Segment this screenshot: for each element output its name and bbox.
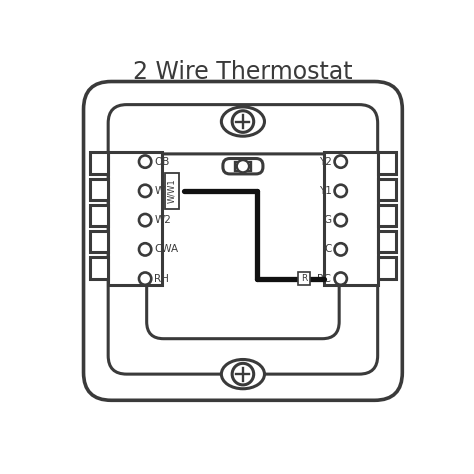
Bar	[90, 231, 108, 253]
Bar	[324, 152, 378, 285]
Bar	[378, 231, 396, 253]
Circle shape	[139, 155, 151, 168]
Circle shape	[335, 273, 347, 285]
Circle shape	[335, 185, 347, 197]
Circle shape	[237, 160, 249, 173]
Text: G: G	[323, 215, 331, 225]
Circle shape	[139, 214, 151, 226]
Text: 2 Wire Thermostat: 2 Wire Thermostat	[133, 60, 353, 83]
Text: RH: RH	[155, 273, 169, 283]
Bar	[378, 179, 396, 200]
Text: CWA: CWA	[155, 245, 179, 255]
FancyBboxPatch shape	[223, 158, 263, 174]
Ellipse shape	[221, 359, 264, 389]
FancyBboxPatch shape	[146, 154, 339, 339]
Circle shape	[335, 214, 347, 226]
Circle shape	[139, 273, 151, 285]
Bar	[90, 257, 108, 279]
Circle shape	[139, 185, 151, 197]
Circle shape	[335, 243, 347, 255]
Bar	[378, 257, 396, 279]
Circle shape	[139, 243, 151, 255]
FancyBboxPatch shape	[108, 105, 378, 374]
Text: C: C	[324, 245, 331, 255]
Circle shape	[335, 155, 347, 168]
Text: W2: W2	[155, 215, 171, 225]
Circle shape	[232, 111, 254, 132]
Bar	[90, 179, 108, 200]
Text: Y1: Y1	[319, 186, 331, 196]
Bar	[378, 152, 396, 174]
Text: Y2: Y2	[319, 156, 331, 166]
Bar	[165, 173, 179, 209]
Text: W1: W1	[155, 186, 171, 196]
Bar	[108, 152, 162, 285]
Bar	[90, 152, 108, 174]
Text: RC: RC	[318, 273, 331, 283]
Text: OB: OB	[155, 156, 170, 166]
Bar	[235, 162, 251, 171]
Circle shape	[232, 364, 254, 385]
Bar	[90, 205, 108, 226]
Text: R: R	[301, 274, 307, 283]
Bar	[298, 273, 310, 285]
FancyBboxPatch shape	[83, 82, 402, 401]
Text: W/W1: W/W1	[168, 179, 177, 203]
Bar	[378, 205, 396, 226]
Ellipse shape	[221, 107, 264, 136]
